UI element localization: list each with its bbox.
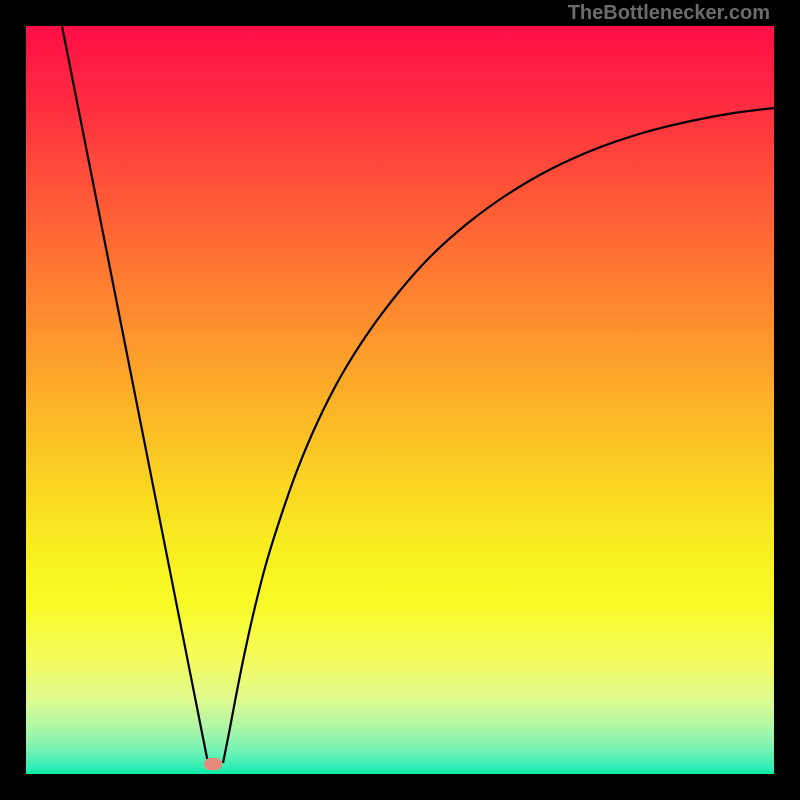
bottleneck-curve bbox=[62, 26, 774, 763]
plot-area bbox=[26, 26, 774, 774]
border-bottom bbox=[0, 774, 800, 800]
curve-layer bbox=[26, 26, 774, 774]
chart-container: TheBottlenecker.com bbox=[0, 0, 800, 800]
border-right bbox=[774, 0, 800, 800]
watermark-text: TheBottlenecker.com bbox=[568, 2, 770, 25]
border-left bbox=[0, 0, 26, 800]
min-marker bbox=[204, 758, 222, 770]
